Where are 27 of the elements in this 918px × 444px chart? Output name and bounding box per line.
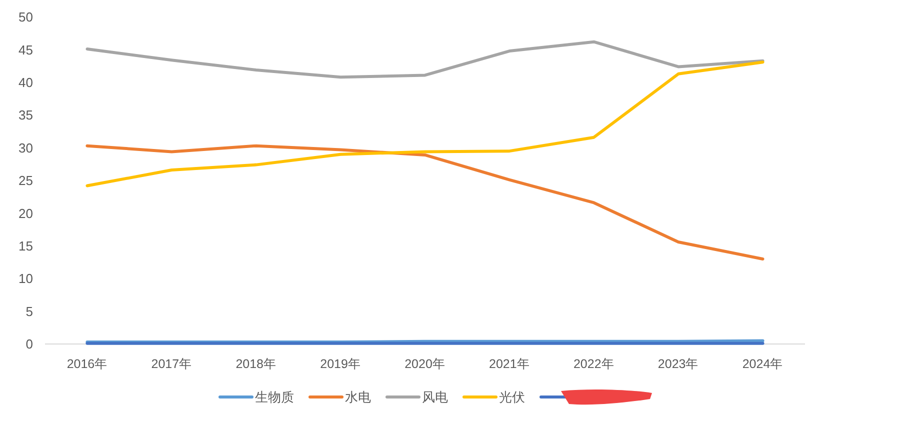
x-tick-label: 2019年 [320, 357, 361, 371]
y-tick-label: 25 [18, 173, 33, 188]
y-tick-label: 45 [18, 42, 33, 58]
x-tick-label: 2017年 [151, 357, 192, 371]
x-tick-label: 2016年 [66, 357, 108, 371]
x-tick-label: 2023年 [658, 357, 699, 371]
y-tick-label: 30 [18, 140, 33, 156]
x-tick-label: 2020年 [404, 357, 446, 371]
legend-label: 水电 [345, 390, 371, 405]
y-tick-label: 40 [18, 74, 33, 90]
x-tick-label: 2021年 [489, 357, 530, 371]
x-tick-label: 2018年 [236, 357, 277, 371]
legend-label: 生物质 [255, 390, 294, 405]
x-tick-label: 2022年 [573, 357, 614, 371]
line-series [86, 60, 764, 188]
y-tick-label: 0 [26, 336, 33, 352]
y-tick-label: 50 [18, 10, 33, 25]
legend-label: 光伏 [499, 390, 525, 405]
y-tick-label: 35 [18, 108, 33, 123]
y-tick-label: 10 [18, 271, 33, 286]
y-tick-label: 5 [26, 304, 33, 319]
legend-label: 风电 [422, 390, 448, 405]
x-tick-label: 2024年 [742, 357, 784, 371]
y-tick-label: 15 [18, 238, 33, 254]
line-series [86, 40, 764, 79]
y-tick-label: 20 [18, 206, 33, 221]
line-series [86, 144, 764, 260]
